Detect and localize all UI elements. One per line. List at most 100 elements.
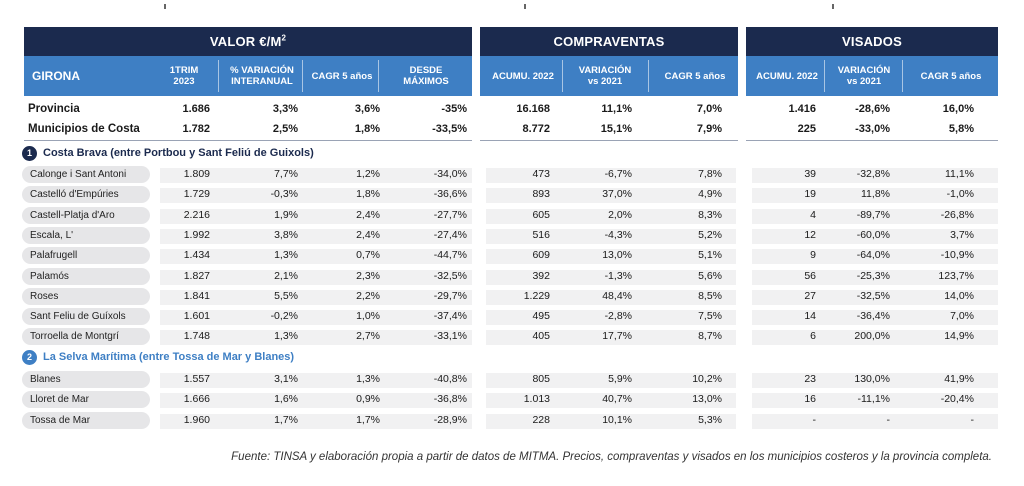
- row-stripe: [752, 373, 998, 388]
- table-cell: -6,7%: [604, 168, 632, 180]
- table-cell: 1,3%: [274, 330, 298, 343]
- table-cell: 14,9%: [944, 330, 974, 343]
- section-number-badge: 1: [22, 145, 37, 161]
- table-cell: 1.229: [523, 289, 550, 302]
- municipality-name: Castell-Platja d'Aro: [22, 206, 150, 224]
- table-cell: 27: [804, 289, 816, 302]
- table-cell: -28,6%: [855, 103, 890, 115]
- row-stripe: [486, 249, 736, 265]
- table-cell: -26,8%: [940, 208, 974, 221]
- table-cell: 5,1%: [698, 249, 722, 262]
- column-header: VARIACIÓN vs 2021: [578, 65, 632, 87]
- header-separator: [218, 60, 219, 92]
- table-cell: 516: [532, 228, 550, 241]
- table-cell: -: [970, 413, 975, 426]
- table-cell: -32,8%: [856, 168, 890, 180]
- table-cell: 12: [804, 228, 816, 241]
- municipality-name: Palamós: [22, 267, 150, 285]
- table-cell: 228: [532, 413, 550, 426]
- header-separator: [302, 60, 303, 92]
- row-stripe: [752, 413, 998, 429]
- top-mark: [524, 4, 526, 9]
- row-stripe: [752, 330, 998, 346]
- row-stripe: [752, 249, 998, 265]
- table-cell: 23: [804, 373, 816, 385]
- table-cell: -32,5%: [856, 289, 890, 302]
- top-mark: [164, 4, 166, 9]
- table-cell: 7,8%: [698, 168, 722, 180]
- row-stripe: [486, 393, 736, 409]
- row-stripe: [160, 373, 472, 388]
- row-stripe: [486, 289, 736, 305]
- divider: [746, 140, 998, 141]
- table-cell: -44,7%: [433, 249, 467, 262]
- table-cell: 1.841: [183, 289, 210, 302]
- municipality-row: Palafrugell 1.434 1,3% 0,7% -44,7% 609 13,0% 5,…: [0, 246, 1024, 265]
- row-stripe: [160, 228, 472, 244]
- municipality-name: Lloret de Mar: [22, 391, 150, 409]
- divider: [480, 140, 738, 141]
- table-cell: 1.782: [182, 123, 210, 135]
- column-header: CAGR 5 años: [920, 70, 982, 82]
- row-stripe: [160, 393, 472, 409]
- table-cell: 1,3%: [274, 249, 298, 262]
- table-cell: 1.013: [523, 393, 550, 406]
- table-cell: 2,1%: [274, 269, 298, 282]
- table-cell: 41,9%: [944, 373, 974, 385]
- table-cell: 8,5%: [698, 289, 722, 302]
- row-stripe: [160, 249, 472, 265]
- table-cell: -1,3%: [604, 269, 632, 282]
- municipality-name: Torroella de Montgrí: [22, 328, 150, 346]
- row-stripe: [486, 168, 736, 183]
- table-cell: 2,4%: [356, 208, 380, 221]
- valor-group-header: VALOR €/M2: [24, 27, 472, 56]
- region-header: GIRONA: [32, 69, 80, 83]
- table-cell: -25,3%: [856, 269, 890, 282]
- table-cell: -37,4%: [433, 310, 467, 323]
- row-stripe: [486, 269, 736, 285]
- table-cell: 4,9%: [698, 188, 722, 201]
- table-cell: 1,3%: [356, 373, 380, 385]
- table-cell: 48,4%: [602, 289, 632, 302]
- table-cell: -36,8%: [433, 393, 467, 406]
- row-stripe: [486, 228, 736, 244]
- table-cell: -: [886, 413, 891, 426]
- section-header: 2 La Selva Marítima (entre Tossa de Mar y…: [22, 348, 294, 366]
- row-stripe: [160, 269, 472, 285]
- table-cell: -27,4%: [433, 228, 467, 241]
- table-cell: 1.416: [788, 103, 816, 115]
- row-stripe: [486, 208, 736, 224]
- municipality-row: Calonge i Sant Antoni 1.809 7,7% 1,2% -34,0%…: [0, 165, 1024, 184]
- row-stripe: [486, 188, 736, 204]
- table-cell: 200,0%: [854, 330, 890, 343]
- column-header: CAGR 5 años: [311, 70, 373, 82]
- table-cell: 2,4%: [356, 228, 380, 241]
- section-title: La Selva Marítima (entre Tossa de Mar y …: [43, 351, 295, 363]
- table-cell: 2,2%: [356, 289, 380, 302]
- municipality-row: Castell-Platja d'Aro 2.216 1,9% 2,4% -27,7% 6…: [0, 206, 1024, 225]
- table-cell: 1,7%: [274, 413, 298, 426]
- summary-row: Provincia 1.686 3,3% 3,6% -35% 16.168 11,1% 7,0…: [0, 100, 1024, 119]
- visados-group-header: VISADOS: [746, 27, 998, 56]
- table-cell: 2,3%: [356, 269, 380, 282]
- table-cell: 5,5%: [274, 289, 298, 302]
- row-stripe: [486, 310, 736, 326]
- table-cell: 5,9%: [608, 373, 632, 385]
- table-cell: 16.168: [516, 103, 550, 115]
- table-cell: -40,8%: [433, 373, 467, 385]
- municipality-name: Escala, L': [22, 226, 150, 244]
- section-header: 1 Costa Brava (entre Portbou y Sant Feliú…: [22, 144, 314, 162]
- table-cell: 7,5%: [698, 310, 722, 323]
- valor-group-title: VALOR €/M: [209, 34, 282, 49]
- table-cell: 3,7%: [950, 228, 974, 241]
- visados-column-header-bar: [746, 56, 998, 96]
- table-cell: -10,9%: [940, 249, 974, 262]
- row-label: Municipios de Costa: [28, 123, 140, 135]
- table-cell: -29,7%: [433, 289, 467, 302]
- header-separator: [648, 60, 649, 92]
- table-cell: 1,0%: [356, 310, 380, 323]
- table-cell: -89,7%: [856, 208, 890, 221]
- section-number-badge: 2: [22, 349, 37, 365]
- compraventas-group-header: COMPRAVENTAS: [480, 27, 738, 56]
- municipality-row: Torroella de Montgrí 1.748 1,3% 2,7% -33,1% 4…: [0, 327, 1024, 346]
